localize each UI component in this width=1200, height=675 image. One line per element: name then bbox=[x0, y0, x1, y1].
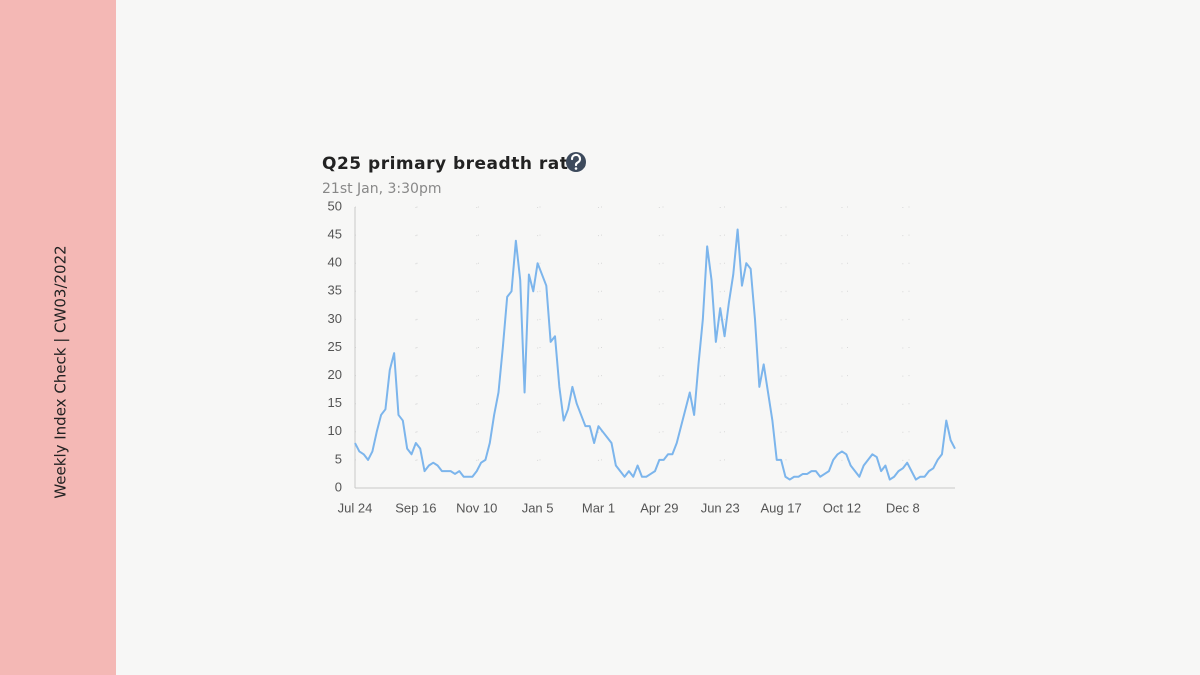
line-series bbox=[354, 228, 956, 481]
y-tick-label: 45 bbox=[328, 227, 342, 242]
x-tick-label: Apr 29 bbox=[640, 500, 678, 515]
x-tick-label: Jan 5 bbox=[522, 500, 554, 515]
y-tick-label: 0 bbox=[335, 479, 342, 494]
y-tick-label: 30 bbox=[328, 311, 342, 326]
x-tick-label: Jun 23 bbox=[701, 500, 740, 515]
y-tick-label: 25 bbox=[328, 339, 342, 354]
help-icon[interactable] bbox=[566, 152, 586, 172]
x-tick-label: Sep 16 bbox=[395, 500, 436, 515]
x-tick-label: Dec 8 bbox=[886, 500, 920, 515]
y-tick-label: 5 bbox=[335, 451, 342, 466]
sidebar bbox=[0, 0, 116, 675]
x-tick-label: Jul 24 bbox=[338, 500, 373, 515]
y-tick-label: 15 bbox=[328, 395, 342, 410]
y-tick-label: 10 bbox=[328, 423, 342, 438]
x-tick-label: Nov 10 bbox=[456, 500, 497, 515]
y-tick-label: 40 bbox=[328, 255, 342, 270]
y-tick-label: 50 bbox=[328, 198, 342, 213]
x-tick-label: Aug 17 bbox=[760, 500, 801, 515]
y-tick-label: 35 bbox=[328, 283, 342, 298]
sidebar-label: Weekly Index Check | CW03/2022 bbox=[52, 245, 70, 498]
y-tick-label: 20 bbox=[328, 367, 342, 382]
x-tick-label: Oct 12 bbox=[823, 500, 861, 515]
x-tick-label: Mar 1 bbox=[582, 500, 615, 515]
chart-subtitle: 21st Jan, 3:30pm bbox=[322, 181, 442, 197]
chart-title: Q25 primary breadth ratio bbox=[322, 154, 587, 174]
